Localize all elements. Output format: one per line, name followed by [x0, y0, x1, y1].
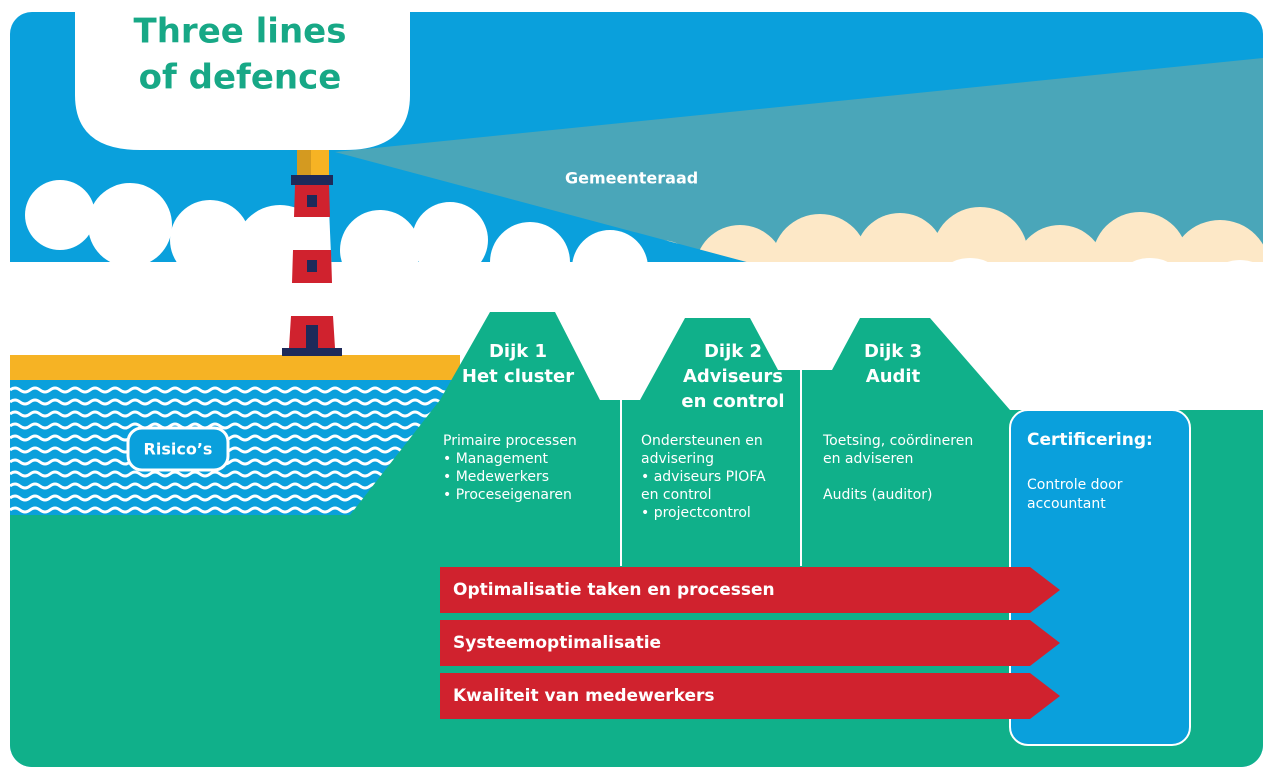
arrow [440, 567, 1060, 613]
title-line: of defence [139, 58, 342, 98]
dike-text: Primaire processen [443, 433, 577, 449]
certification-text: Controle door [1027, 477, 1123, 493]
title-box [75, 0, 410, 150]
risks-label: Risico’s [144, 440, 213, 459]
wave [10, 446, 471, 454]
dike-text: en adviseren [823, 451, 913, 467]
dike-title: Dijk 3 [864, 341, 922, 362]
arrow [440, 673, 1060, 719]
wave [10, 410, 471, 418]
cloud [412, 202, 488, 278]
dike-text: Toetsing, coördineren [822, 433, 973, 449]
arrow-label: Kwaliteit van medewerkers [453, 686, 715, 706]
cloud [1020, 270, 1100, 350]
dike-text: advisering [641, 451, 714, 467]
dike-text: en control [641, 487, 711, 503]
wave [10, 422, 471, 430]
texts: Dijk 1 Het cluster Primaire processen • Man… [443, 341, 1153, 521]
cloud [88, 183, 172, 267]
cloud [750, 265, 830, 345]
cloud [170, 200, 250, 280]
title-line: Three lines [134, 12, 347, 52]
arrow-label: Optimalisatie taken en processen [453, 580, 775, 600]
window [307, 260, 317, 272]
sand [10, 355, 460, 380]
dike-text: • Medewerkers [443, 469, 549, 485]
lamp-shade [297, 147, 311, 175]
certification-text: accountant [1027, 496, 1106, 512]
dike-text: • Management [443, 451, 548, 467]
cloud [928, 258, 1012, 342]
dike-text: • adviseurs PIOFA [641, 469, 766, 485]
wave [10, 386, 471, 394]
cloud [25, 180, 95, 250]
dike-text: Audits (auditor) [823, 487, 932, 503]
arrow-label: Systeemoptimalisatie [453, 633, 661, 653]
dike-title: Audit [866, 366, 921, 387]
wave [10, 434, 471, 442]
dike-title: Dijk 2 [704, 341, 762, 362]
dike-title: Dijk 1 [489, 341, 547, 362]
lighthouse-base [282, 348, 342, 356]
arrows: Optimalisatie taken en processen Systeemo… [440, 567, 1060, 719]
door [306, 325, 318, 348]
dike-text: Ondersteunen en [641, 433, 763, 449]
wave [10, 398, 471, 406]
beam-label: Gemeenteraad [565, 169, 698, 188]
certification-title: Certificering: [1027, 430, 1153, 450]
dike-title: en control [681, 391, 784, 412]
arrow [440, 620, 1060, 666]
scene: Optimalisatie taken en processen Systeemo… [10, 12, 1263, 767]
cloud [1108, 258, 1192, 342]
dike-text: • Proceseigenaren [443, 487, 572, 503]
dike-text: • projectcontrol [641, 505, 751, 521]
cloud [1200, 260, 1263, 340]
window [307, 195, 317, 207]
dike-title: Het cluster [462, 366, 574, 387]
dike-title: Adviseurs [683, 366, 783, 387]
gallery [291, 175, 333, 185]
risks-pill [126, 426, 230, 472]
